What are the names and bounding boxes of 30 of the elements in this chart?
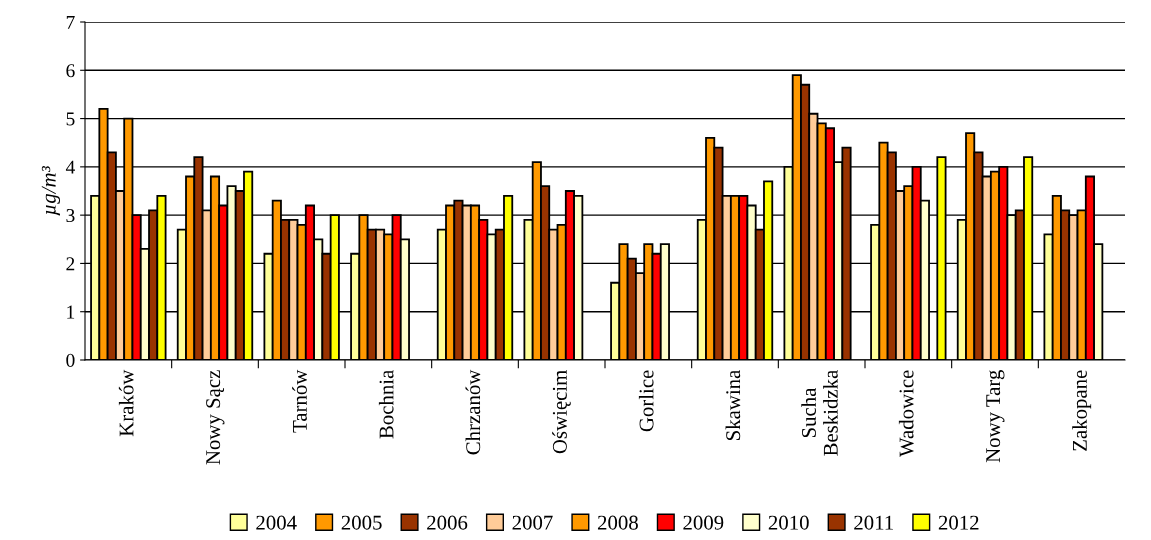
- x-tick-label: Nowy Targ: [986, 370, 1005, 463]
- y-tick-label: 0: [66, 353, 75, 367]
- x-tick-label: Zakopane: [1072, 370, 1092, 451]
- y-tick-label: 7: [66, 16, 75, 29]
- y-tick-label: 3: [66, 209, 75, 223]
- y-tick-label: 6: [66, 64, 75, 78]
- y-tick-label: 2: [66, 257, 75, 271]
- x-tick-label: Gorlice: [638, 370, 654, 432]
- y-tick-label: 1: [67, 305, 75, 319]
- x-tick-label: Nowy Sącz: [206, 370, 225, 465]
- legend-label: 2006: [427, 515, 468, 530]
- legend-label: 2005: [341, 515, 382, 530]
- y-tick-label: 4: [65, 160, 75, 174]
- legend-label: 2009: [683, 515, 724, 530]
- y-tick-label: 5: [66, 112, 75, 126]
- x-tick-label: Tarnów: [292, 369, 307, 433]
- legend-label: 2007: [512, 515, 553, 530]
- y-axis-title: µg/m³: [41, 165, 60, 216]
- legend-label: 2011: [854, 515, 893, 530]
- x-tick-label: Chrzanów: [465, 369, 481, 455]
- x-tick-label: Oświęcim: [552, 369, 571, 454]
- x-tick-label: Skawina: [725, 369, 741, 441]
- legend-label: 2008: [597, 515, 638, 530]
- x-tick-label: Wadowice: [898, 370, 914, 458]
- legend-label: 2010: [768, 515, 809, 530]
- x-tick-label: Sucha Beskidzka: [801, 369, 838, 456]
- legend-label: 2004: [256, 515, 297, 530]
- x-tick-label: Bochnia: [378, 369, 394, 439]
- x-tick-label: Kraków: [118, 369, 134, 437]
- legend-label: 2012: [938, 515, 979, 530]
